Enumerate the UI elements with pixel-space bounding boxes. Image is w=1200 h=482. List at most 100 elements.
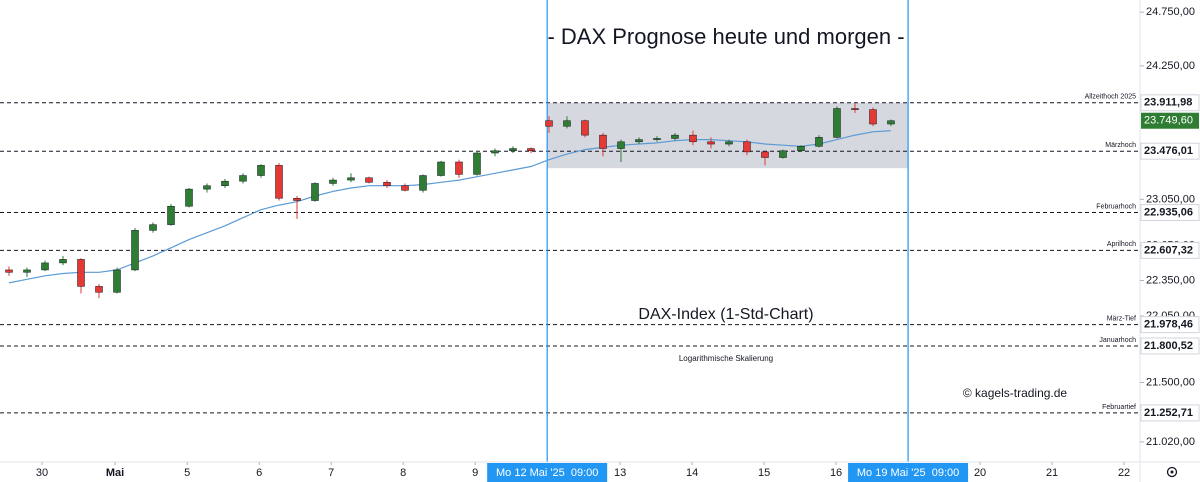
level-name: Februartief [1102,404,1136,411]
level-label: 21.800,52 [1144,340,1193,352]
candle-body [293,197,301,201]
candle-body [77,259,85,287]
candle-body [347,177,355,181]
candle-body [833,108,841,138]
candle-body [779,150,787,158]
x-tick-label: 6 [256,467,262,479]
candle-body [563,120,571,127]
candle-body [23,269,31,273]
candle-body [41,262,49,271]
level-tag [1140,404,1200,422]
level-label: 21.252,71 [1144,407,1193,419]
level-tag [1140,241,1200,259]
level-tag [1140,204,1200,222]
candle-body [221,180,229,186]
candle-body [149,224,157,231]
candle-body [527,148,535,152]
x-tick-label: 15 [758,467,770,479]
level-tag [1140,94,1200,112]
candle-body [419,175,427,191]
last-price-tag [1141,112,1199,129]
candle-body [257,165,265,176]
x-tick-label: 7 [328,467,334,479]
candle-body [617,141,625,149]
chart-subtitle: DAX-Index (1-Std-Chart) [638,306,813,323]
settings-icon[interactable] [1166,466,1178,478]
level-tag [1140,142,1200,160]
level-name: Allzeithoch 2025 [1085,94,1136,101]
candle-body [653,138,661,140]
last-price-label: 23.749,60 [1144,115,1193,127]
candle-body [671,134,679,139]
x-tick-label: 22 [1118,467,1130,479]
level-name: März-Tief [1107,315,1136,322]
candle-body [743,141,751,153]
candle-body [113,269,121,293]
level-name: Märzhoch [1105,142,1136,149]
x-tick-label: 16 [830,467,842,479]
marker-label: Mo 19 Mai '25 09:00 [857,467,959,479]
y-tick-label: 21.500,00 [1146,376,1195,388]
chart-title: - DAX Prognose heute und morgen - [547,24,904,49]
candle-body [491,150,499,154]
candle-body [5,269,13,273]
candle-body [437,161,445,176]
candle-body [545,120,553,127]
marker-label: Mo 12 Mai '25 09:00 [496,467,598,479]
candle-body [131,230,139,271]
candle-body [599,134,607,149]
candle-body [761,151,769,158]
level-tag [1140,316,1200,334]
candle-body [689,134,697,143]
level-label: 21.978,46 [1144,319,1193,331]
candle-body [509,148,517,152]
candle-body [365,177,373,183]
candle-body [473,152,481,175]
marker-tag [848,463,969,482]
x-tick-label: 20 [974,467,986,479]
candle-body [95,286,103,293]
candle-body [869,109,877,125]
candle-body [797,146,805,152]
y-tick-label: 21.020,00 [1146,436,1195,448]
candle-body [851,108,859,110]
level-label: 23.911,98 [1144,97,1192,109]
level-name: Januarhoch [1099,337,1136,344]
x-tick-label: 9 [472,467,478,479]
candle-body [455,161,463,175]
scale-note: Logarithmische Skalierung [679,354,773,363]
x-tick-label: 8 [400,467,406,479]
candle-body [887,120,895,125]
level-name: Februarhoch [1096,203,1136,210]
candle-body [581,120,589,136]
level-name: Aprilhoch [1107,241,1136,248]
marker-tag [487,463,608,482]
y-tick-label: 24.750,00 [1146,6,1195,18]
candle-body [725,141,733,145]
x-tick-label: 13 [614,467,626,479]
candle-body [383,182,391,186]
y-tick-label: 23.050,00 [1146,193,1195,205]
candle-body [815,137,823,147]
plot-layer [0,0,1140,462]
x-tick-label: 14 [686,467,698,479]
candle-body [185,188,193,207]
candle-body [707,141,715,145]
x-tick-label: Mai [106,467,124,479]
candle-body [167,205,175,225]
x-tick-label: 21 [1046,467,1058,479]
candle-body [203,185,211,190]
candle-body [311,183,319,201]
y-tick-label: 24.250,00 [1146,60,1195,72]
candle-body [239,175,247,182]
level-tag [1140,337,1200,355]
candle-body [59,259,67,264]
credit: © kagels-trading.de [963,386,1068,400]
level-label: 23.476,01 [1144,145,1193,157]
level-label: 22.935,06 [1144,206,1193,218]
candle-body [275,165,283,199]
price-zone [547,102,909,169]
